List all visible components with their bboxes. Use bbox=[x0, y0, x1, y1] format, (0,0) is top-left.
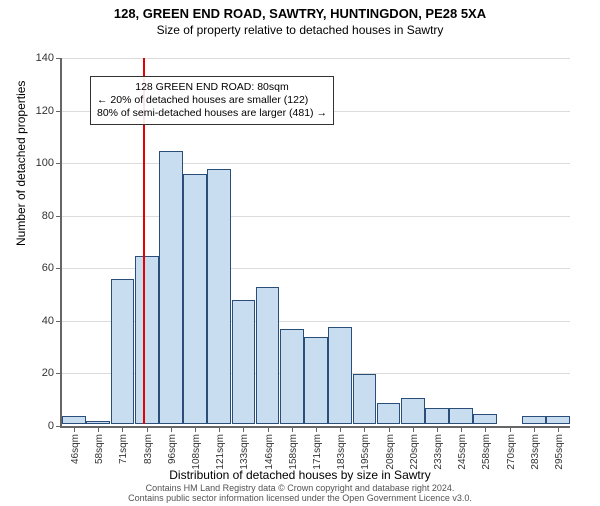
x-tick-mark bbox=[243, 426, 244, 432]
y-tick-mark bbox=[56, 373, 62, 374]
x-tick-label: 108sqm bbox=[191, 434, 202, 470]
y-tick-mark bbox=[56, 268, 62, 269]
x-tick-mark bbox=[389, 426, 390, 432]
x-tick-label: 270sqm bbox=[506, 434, 517, 470]
y-tick-label: 0 bbox=[24, 420, 54, 432]
x-tick-label: 258sqm bbox=[481, 434, 492, 470]
y-tick-label: 20 bbox=[24, 367, 54, 379]
histogram-bar bbox=[135, 256, 159, 424]
histogram-bar bbox=[522, 416, 546, 424]
x-tick-label: 71sqm bbox=[118, 434, 129, 464]
callout-line3: 80% of semi-detached houses are larger (… bbox=[97, 107, 327, 120]
x-tick-mark bbox=[147, 426, 148, 432]
x-tick-mark bbox=[74, 426, 75, 432]
x-tick-label: 133sqm bbox=[239, 434, 250, 470]
histogram-bar bbox=[207, 169, 231, 424]
x-tick-mark bbox=[340, 426, 341, 432]
histogram-bar bbox=[425, 408, 449, 424]
x-tick-label: 58sqm bbox=[94, 434, 105, 464]
gridline bbox=[62, 163, 570, 164]
x-tick-mark bbox=[364, 426, 365, 432]
chart-title-sub: Size of property relative to detached ho… bbox=[0, 23, 600, 37]
histogram-bar bbox=[86, 421, 110, 424]
x-tick-mark bbox=[534, 426, 535, 432]
y-tick-label: 140 bbox=[24, 52, 54, 64]
x-tick-label: 220sqm bbox=[409, 434, 420, 470]
x-tick-label: 208sqm bbox=[385, 434, 396, 470]
histogram-bar bbox=[328, 327, 352, 424]
y-tick-label: 120 bbox=[24, 105, 54, 117]
x-tick-mark bbox=[461, 426, 462, 432]
x-tick-mark bbox=[558, 426, 559, 432]
x-tick-label: 121sqm bbox=[215, 434, 226, 470]
x-tick-label: 158sqm bbox=[288, 434, 299, 470]
histogram-bar bbox=[256, 287, 280, 424]
histogram-bar bbox=[377, 403, 401, 424]
histogram-bar bbox=[183, 174, 207, 424]
x-tick-label: 183sqm bbox=[336, 434, 347, 470]
x-tick-label: 96sqm bbox=[167, 434, 178, 464]
chart-area: 02040608010012014046sqm58sqm71sqm83sqm96… bbox=[60, 58, 570, 428]
y-tick-mark bbox=[56, 321, 62, 322]
x-tick-label: 245sqm bbox=[457, 434, 468, 470]
x-tick-label: 195sqm bbox=[360, 434, 371, 470]
y-tick-mark bbox=[56, 163, 62, 164]
gridline bbox=[62, 216, 570, 217]
footer-attribution: Contains HM Land Registry data © Crown c… bbox=[0, 484, 600, 504]
y-tick-label: 40 bbox=[24, 315, 54, 327]
x-tick-label: 146sqm bbox=[264, 434, 275, 470]
histogram-bar bbox=[546, 416, 570, 424]
histogram-bar bbox=[62, 416, 86, 424]
x-tick-label: 171sqm bbox=[312, 434, 323, 470]
x-tick-mark bbox=[510, 426, 511, 432]
x-tick-label: 295sqm bbox=[554, 434, 565, 470]
chart-title-main: 128, GREEN END ROAD, SAWTRY, HUNTINGDON,… bbox=[0, 6, 600, 21]
x-tick-label: 83sqm bbox=[143, 434, 154, 464]
y-tick-label: 100 bbox=[24, 157, 54, 169]
x-tick-mark bbox=[98, 426, 99, 432]
y-tick-mark bbox=[56, 426, 62, 427]
histogram-bar bbox=[473, 414, 497, 425]
histogram-bar bbox=[401, 398, 425, 424]
x-tick-mark bbox=[171, 426, 172, 432]
x-tick-mark bbox=[292, 426, 293, 432]
y-tick-mark bbox=[56, 216, 62, 217]
callout-line1: 128 GREEN END ROAD: 80sqm bbox=[97, 81, 327, 94]
x-axis-label: Distribution of detached houses by size … bbox=[0, 468, 600, 482]
footer-line2: Contains public sector information licen… bbox=[0, 494, 600, 504]
y-tick-mark bbox=[56, 111, 62, 112]
x-tick-mark bbox=[316, 426, 317, 432]
histogram-bar bbox=[449, 408, 473, 424]
x-tick-mark bbox=[268, 426, 269, 432]
x-tick-label: 46sqm bbox=[70, 434, 81, 464]
y-tick-label: 80 bbox=[24, 210, 54, 222]
histogram-bar bbox=[353, 374, 377, 424]
x-tick-mark bbox=[122, 426, 123, 432]
histogram-bar bbox=[111, 279, 135, 424]
histogram-bar bbox=[159, 151, 183, 424]
gridline bbox=[62, 58, 570, 59]
histogram-bar bbox=[280, 329, 304, 424]
histogram-bar bbox=[232, 300, 256, 424]
y-tick-label: 60 bbox=[24, 262, 54, 274]
callout-line2: ← 20% of detached houses are smaller (12… bbox=[97, 94, 327, 107]
y-tick-mark bbox=[56, 58, 62, 59]
histogram-bar bbox=[304, 337, 328, 424]
x-tick-mark bbox=[413, 426, 414, 432]
x-tick-mark bbox=[485, 426, 486, 432]
callout-box: 128 GREEN END ROAD: 80sqm ← 20% of detac… bbox=[90, 76, 334, 125]
x-tick-label: 283sqm bbox=[530, 434, 541, 470]
x-tick-mark bbox=[219, 426, 220, 432]
x-tick-label: 233sqm bbox=[433, 434, 444, 470]
x-tick-mark bbox=[195, 426, 196, 432]
x-tick-mark bbox=[437, 426, 438, 432]
